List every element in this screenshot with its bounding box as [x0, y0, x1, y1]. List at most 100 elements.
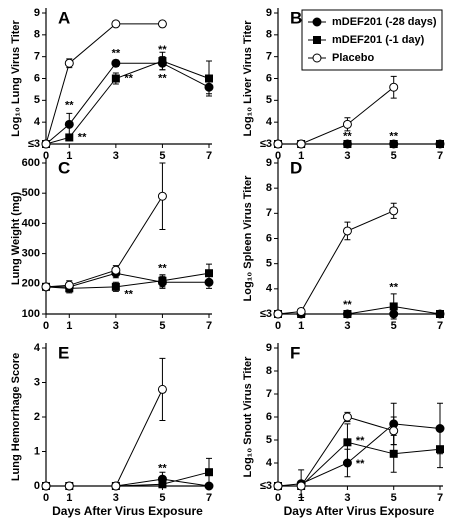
marker [157, 191, 167, 201]
marker [158, 276, 167, 285]
y-tick-label: 400 [22, 217, 40, 229]
y-tick-label: 5 [34, 94, 40, 106]
legend: mDEF201 (-28 days) mDEF201 (-1 day) Placeb… [301, 9, 443, 71]
annotation: ** [158, 44, 167, 56]
panel-letter: F [290, 343, 300, 362]
y-tick-label: 600 [22, 157, 40, 169]
marker [158, 480, 167, 489]
marker [389, 140, 398, 148]
annotation: ** [343, 130, 352, 142]
marker [273, 309, 283, 319]
y-tick-label: 500 [22, 187, 40, 199]
marker [342, 226, 352, 236]
marker [64, 58, 74, 68]
marker [436, 140, 444, 148]
marker [389, 449, 398, 458]
y-tick-label: 6 [266, 411, 272, 423]
x-tick-label: 1 [298, 150, 304, 162]
x-axis-label: Days After Virus Exposure [52, 504, 203, 518]
x-tick-label: 5 [159, 150, 165, 162]
marker [312, 53, 322, 63]
y-tick-label: 4 [34, 116, 41, 128]
annotation: ** [389, 281, 398, 293]
annotation: ** [65, 100, 74, 112]
panel: ≤3 4 5 6 7 8 9 0 1 3 5 7 D Log₁₀ Spleen Virus Titer **… [242, 157, 445, 332]
marker [64, 280, 74, 290]
legend-label: mDEF201 (-1 day) [332, 34, 425, 46]
legend-label: Placebo [332, 52, 374, 64]
y-tick-label: 7 [34, 51, 40, 63]
x-tick-label: 7 [437, 150, 443, 162]
series-line [278, 416, 394, 487]
marker [111, 265, 121, 275]
marker [41, 282, 51, 292]
x-tick-label: 7 [206, 320, 212, 332]
y-tick-label: ≤3 [28, 138, 40, 150]
y-axis-label: Log₁₀ Spleen Virus Titer [242, 175, 254, 302]
x-tick-label: 0 [43, 492, 49, 504]
marker [205, 74, 213, 83]
y-tick-label: 2 [34, 411, 40, 423]
panel-letter: A [58, 8, 70, 27]
y-tick-label: 8 [266, 29, 272, 41]
x-tick-label: 5 [391, 492, 397, 504]
marker [205, 468, 213, 477]
marker [343, 140, 352, 148]
y-tick-label: ≤3 [260, 138, 272, 150]
y-tick-label: 8 [266, 182, 272, 194]
marker [273, 139, 283, 149]
x-tick-label: 1 [66, 492, 72, 504]
marker [157, 19, 167, 29]
x-tick-label: 5 [159, 320, 165, 332]
y-tick-label: 0 [34, 480, 40, 492]
y-tick-label: 4 [266, 457, 273, 469]
annotation: ** [124, 72, 133, 84]
y-tick-label: 9 [34, 7, 40, 19]
y-tick-label: 5 [266, 258, 272, 270]
panel-letter: B [290, 8, 302, 27]
y-tick-label: 1 [34, 445, 40, 457]
x-tick-label: 5 [391, 150, 397, 162]
marker [41, 481, 51, 491]
marker [342, 412, 352, 422]
marker [389, 426, 399, 436]
marker [312, 17, 322, 27]
series-line [46, 389, 163, 487]
y-tick-label: 5 [266, 94, 272, 106]
y-tick-label: 8 [266, 365, 272, 377]
annotation: ** [158, 72, 167, 84]
x-tick-label: 3 [113, 320, 119, 332]
annotation: ** [112, 47, 121, 59]
marker [158, 57, 167, 66]
y-tick-label: 7 [266, 207, 272, 219]
x-tick-label: 0 [43, 320, 49, 332]
x-tick-label: 0 [275, 492, 281, 504]
x-tick-label: 3 [344, 320, 350, 332]
y-tick-label: 4 [266, 116, 273, 128]
x-tick-label: 5 [391, 320, 397, 332]
marker [313, 36, 321, 44]
marker [111, 19, 121, 29]
y-axis-label: Lung Weight (mg) [10, 192, 22, 286]
x-axis-label: Days After Virus Exposure [284, 504, 435, 518]
marker [273, 481, 283, 491]
y-tick-label: 9 [266, 7, 272, 19]
panel-letter: C [58, 158, 70, 177]
annotation: ** [124, 288, 133, 300]
marker [111, 58, 121, 68]
annotation: ** [389, 130, 398, 142]
marker [111, 481, 121, 491]
x-tick-label: 7 [437, 320, 443, 332]
y-tick-label: 6 [266, 72, 272, 84]
y-tick-label: 4 [34, 342, 41, 354]
y-tick-label: 8 [34, 29, 40, 41]
y-tick-label: 200 [22, 278, 40, 290]
x-tick-label: 3 [113, 492, 119, 504]
annotation: ** [356, 458, 365, 470]
marker [296, 306, 306, 316]
marker [157, 384, 167, 394]
x-tick-label: 1 [66, 320, 72, 332]
marker [296, 481, 306, 491]
x-tick-label: 1 [66, 150, 72, 162]
x-tick-label: 1 [298, 320, 304, 332]
